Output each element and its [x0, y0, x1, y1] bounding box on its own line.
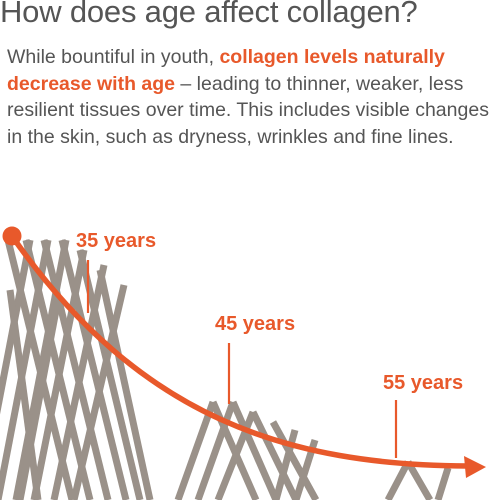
collagen-fiber [96, 269, 154, 500]
collagen-fiber [174, 400, 217, 500]
intro-text-start: While bountiful in youth, [7, 46, 220, 68]
collagen-fiber [434, 466, 452, 500]
label-55-years: 55 years [383, 372, 463, 394]
collagen-fibers [0, 239, 452, 500]
page-title: How does age affect collagen? [0, 0, 418, 29]
collagen-fiber [12, 239, 70, 500]
collagen-fiber [76, 249, 144, 500]
intro-text-end: – leading to thinner, weaker, less resil… [7, 72, 489, 148]
collagen-fiber [272, 429, 299, 500]
collagen-fiber [269, 420, 320, 500]
decline-curve [9, 233, 471, 469]
collagen-fiber [0, 239, 34, 415]
collagen-fiber [6, 289, 42, 500]
collagen-fiber [70, 284, 128, 500]
collagen-fiber [194, 400, 237, 500]
collagen-fiber [384, 460, 412, 500]
collagen-fiber [50, 264, 108, 500]
intro-paragraph: While bountiful in youth, collagen level… [7, 44, 497, 150]
intro-highlight: collagen levels naturally decrease with … [7, 46, 445, 95]
curve-arrowhead [464, 456, 486, 478]
collagen-fiber [16, 299, 62, 500]
label-45-years: 45 years [215, 313, 295, 335]
collagen-fiber [229, 400, 280, 500]
curve-start-dot [2, 226, 22, 246]
collagen-fiber [58, 239, 130, 500]
collagen-fiber [30, 249, 88, 500]
collagen-fiber [404, 460, 434, 500]
collagen-fiber [249, 410, 300, 500]
label-35-years: 35 years [76, 230, 156, 252]
